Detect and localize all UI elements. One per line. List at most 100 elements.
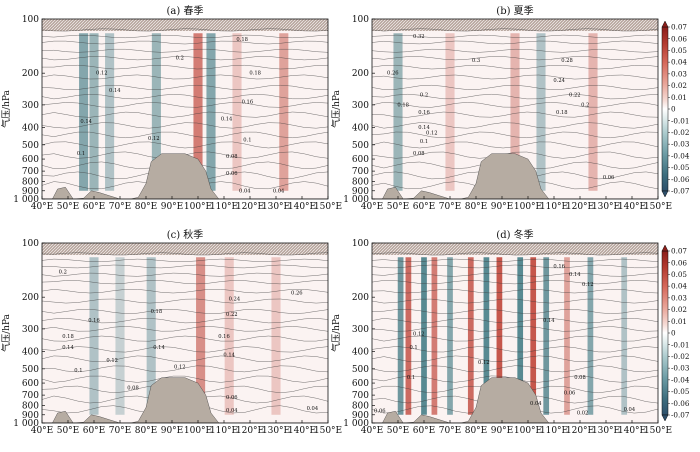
x-tick-label: 60°E	[413, 202, 436, 212]
anomaly-band	[79, 33, 89, 191]
y-tick-label: 500	[22, 365, 39, 375]
contour-label: 0.18	[556, 110, 568, 116]
contour-line	[42, 64, 328, 70]
chart-panel-3: 0.160.140.120.140.120.10.120.1 0.080.060.…	[330, 228, 672, 436]
y-tick-label: 700	[352, 391, 369, 401]
contour-line	[42, 131, 328, 139]
panel-title: (a) 春季	[167, 5, 204, 17]
contour-label: 0.12	[478, 360, 490, 366]
x-tick-label: 80°E	[135, 426, 158, 436]
contour-label: 0.1	[77, 151, 85, 157]
upper-level-hatching	[42, 243, 328, 255]
colorbar-bottom: 0.07 0.06 0.05 0.04 0.03 0.02 0.01 0 -0.01 -0.02 -…	[661, 244, 690, 422]
contour-label: 0.14	[80, 119, 92, 125]
contour-line	[42, 375, 328, 383]
contour-line	[42, 264, 328, 269]
colorbar-tick-label: 0.01	[671, 93, 687, 102]
contour-line	[372, 272, 658, 277]
contour-label: 0.14	[221, 117, 233, 123]
contour-label: 0.14	[153, 345, 165, 351]
anomaly-band	[151, 33, 161, 191]
colorbar-tick-label: -0.05	[671, 387, 690, 396]
y-axis-label: 气压/hPa	[0, 89, 12, 127]
colorbar-tick-label: -0.06	[671, 399, 690, 408]
contour-line	[42, 93, 328, 100]
x-tick-label: 60°E	[83, 426, 106, 436]
chart-panel-0: 0.18 0.2 0.18 0.16 0.14 0.14 0.12 0.1 0.1 0.08 0.0…	[0, 5, 342, 212]
colorbar-tick-label: -0.07	[671, 187, 690, 196]
contour-label: 0.08	[226, 154, 238, 160]
contour-line	[372, 298, 658, 304]
contour-label: 0.1	[407, 375, 415, 381]
colorbar-tick-label: 0.03	[671, 69, 687, 78]
contour-label: 0.08	[413, 151, 425, 157]
y-tick-label: 100	[22, 239, 39, 249]
x-tick-label: 100°E	[514, 202, 542, 212]
colorbar-tick-label: 0.04	[671, 58, 687, 67]
x-tick-label: 130°E	[592, 426, 620, 436]
x-tick-label: 50°E	[387, 426, 410, 436]
contour-line	[42, 258, 328, 262]
y-tick-label: 400	[352, 123, 369, 133]
contour-line	[372, 335, 658, 342]
contour-label: 0.14	[418, 125, 430, 131]
contour-line	[42, 122, 328, 129]
y-tick-label: 700	[22, 391, 39, 401]
contour-label: 0.12	[106, 358, 118, 364]
y-tick-label: 200	[22, 293, 39, 303]
contour-line	[372, 252, 658, 256]
y-tick-label: 400	[22, 123, 39, 133]
contour-line	[42, 326, 328, 332]
x-tick-label: 50°E	[57, 202, 80, 212]
contour-label: 0.08	[127, 386, 139, 392]
contour-line	[372, 309, 658, 314]
x-tick-label: 110°E	[540, 426, 568, 436]
plot-area-0: 0.18 0.2 0.18 0.16 0.14 0.14 0.12 0.1 0.1 0.08 0.0…	[42, 19, 328, 199]
contour-line	[42, 102, 328, 108]
contour-line	[42, 318, 328, 324]
anomaly-band	[496, 257, 503, 415]
x-tick-label: 40°E	[361, 202, 384, 212]
contour-label: 0.06	[374, 409, 386, 415]
anomaly-band	[146, 257, 156, 415]
y-tick-label: 300	[352, 325, 369, 335]
contour-line	[372, 93, 658, 100]
contour-line	[372, 280, 658, 285]
anomaly-band	[271, 257, 281, 415]
y-tick-label: 200	[352, 293, 369, 303]
y-tick-label: 1 000	[13, 419, 39, 429]
x-tick-label: 120°E	[566, 202, 594, 212]
contour-label: 0.08	[574, 375, 586, 381]
colorbar-tick-label: -0.06	[671, 175, 690, 184]
contour-label: 0.04	[624, 407, 636, 413]
contour-line	[42, 141, 328, 149]
contour-line	[42, 74, 328, 80]
contour-label: 0.12	[96, 71, 108, 77]
contour-label: 0.04	[273, 188, 285, 194]
contour-label: 0.1	[409, 345, 417, 351]
contour-line	[372, 141, 658, 149]
colorbar-max-arrow	[661, 20, 669, 28]
anomaly-band	[543, 257, 550, 415]
contour-line	[372, 318, 658, 324]
contour-line	[42, 56, 328, 61]
contour-label: 0.16	[218, 334, 230, 340]
contour-label: 0.06	[226, 395, 238, 401]
contour-label: 0.12	[148, 136, 160, 142]
colorbar-tick-label: 0	[671, 105, 676, 114]
chart-panel-2: 0.20.240.260.220.180.160.160.180.14 0.140…	[0, 228, 342, 436]
x-tick-label: 90°E	[491, 202, 514, 212]
x-tick-label: 70°E	[439, 202, 462, 212]
x-tick-label: 90°E	[161, 426, 184, 436]
anomaly-band	[564, 257, 570, 415]
anomaly-band	[588, 33, 598, 191]
x-tick-label: 130°E	[262, 426, 290, 436]
colorbar-tick-label: -0.03	[671, 364, 690, 373]
y-tick-label: 300	[352, 101, 369, 111]
x-tick-label: 110°E	[210, 202, 238, 212]
contour-label: 0.18	[397, 102, 409, 108]
contour-label: 0.02	[577, 411, 589, 417]
plot-area-3: 0.160.140.120.140.120.10.120.1 0.080.060.…	[372, 243, 658, 423]
x-tick-label: 150°E	[314, 202, 342, 212]
